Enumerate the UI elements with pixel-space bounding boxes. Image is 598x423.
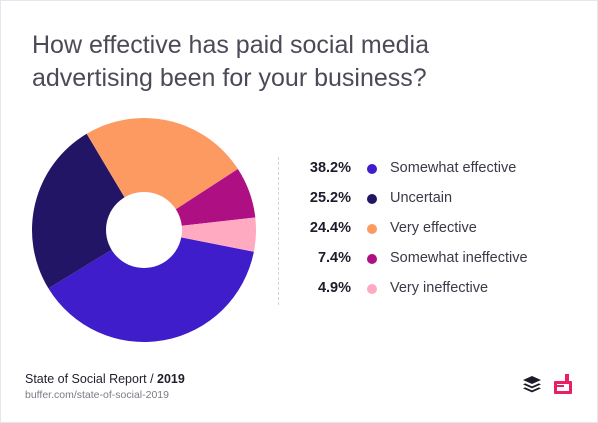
source-year: 2019 [157, 372, 185, 386]
legend-percent: 38.2% [309, 160, 351, 176]
buffer-logo-icon [523, 376, 541, 393]
chart-title-line-2: advertising been for your business? [32, 64, 427, 92]
donut-slice-uncertain [32, 133, 145, 289]
chart-title: How effective has paid social media adve… [32, 29, 552, 95]
legend-percent: 4.9% [317, 280, 351, 296]
source-name: State of Social Report / [25, 372, 158, 386]
legend-item: 7.4% Somewhat ineffective [289, 247, 589, 277]
brand-logo-icon [554, 374, 572, 394]
legend-item: 24.4% Very effective [289, 217, 589, 247]
donut-chart [32, 117, 256, 342]
legend-label: Uncertain [390, 190, 453, 206]
donut-slice-very-effective [86, 117, 238, 230]
legend-swatch [367, 284, 377, 294]
legend-item: 25.2% Uncertain [289, 187, 589, 217]
donut-slice-somewhat-effective [48, 230, 254, 342]
legend-label: Somewhat effective [390, 160, 517, 176]
legend-swatch [367, 164, 377, 174]
legend-percent: 24.4% [309, 220, 351, 236]
chart-legend: 38.2% Somewhat effective 25.2% Uncertain 24.… [289, 157, 589, 307]
source-url: buffer.com/state-of-social-2019 [25, 389, 169, 401]
legend-percent: 25.2% [309, 190, 351, 206]
legend-item: 4.9% Very ineffective [289, 277, 589, 307]
chart-title-line-1: How effective has paid social media [32, 31, 429, 59]
legend-label: Somewhat ineffective [390, 250, 528, 266]
donut-hole [106, 192, 182, 268]
donut-slice-very-ineffective [144, 217, 256, 252]
legend-divider [278, 157, 279, 305]
legend-percent: 7.4% [317, 250, 351, 266]
legend-swatch [367, 254, 377, 264]
legend-item: 38.2% Somewhat effective [289, 157, 589, 187]
legend-swatch [367, 224, 377, 234]
legend-swatch [367, 194, 377, 204]
legend-label: Very effective [390, 220, 477, 236]
legend-label: Very ineffective [390, 280, 489, 296]
source-title: State of Social Report / 2019 [25, 372, 185, 386]
